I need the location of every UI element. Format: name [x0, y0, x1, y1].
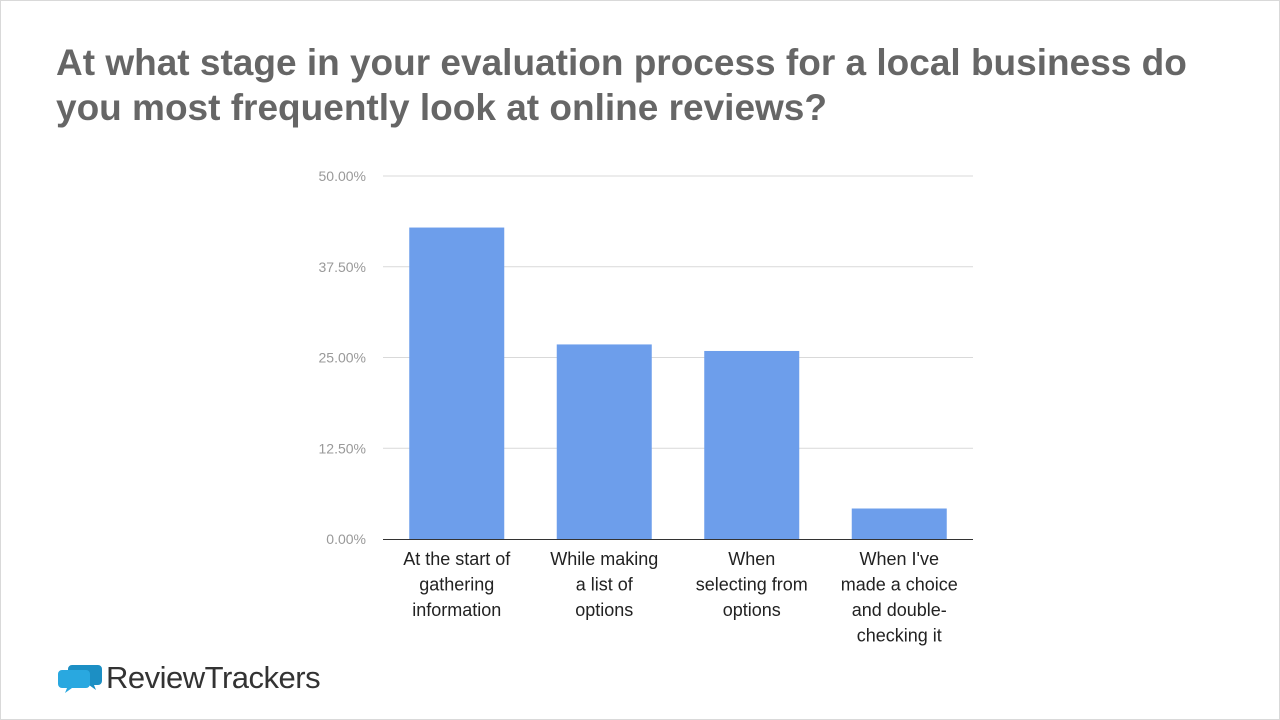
- y-tick-label: 12.50%: [319, 440, 366, 456]
- y-tick-label: 50.00%: [319, 168, 366, 184]
- y-tick-label: 37.50%: [319, 259, 366, 275]
- x-tick-label: At the start of gathering information: [403, 549, 511, 620]
- brand-word-2: Trackers: [204, 660, 321, 695]
- speech-bubbles-icon: [58, 665, 102, 693]
- bar: [851, 508, 947, 539]
- bar: [556, 344, 652, 539]
- bar: [704, 350, 800, 539]
- y-tick-label: 0.00%: [326, 531, 366, 547]
- x-tick-label: When I've made a choice and double-checkin…: [841, 549, 958, 646]
- brand-logo: ReviewTrackers: [58, 658, 321, 698]
- chart-title: At what stage in your evaluation process…: [56, 42, 1187, 128]
- y-tick-label: 25.00%: [319, 350, 366, 366]
- brand-word-1: Review: [106, 660, 205, 695]
- x-tick-label: While making a list of options: [550, 549, 658, 620]
- bar: [409, 227, 505, 539]
- x-tick-label: When selecting from options: [696, 549, 808, 620]
- brand-wordmark: ReviewTrackers: [106, 660, 321, 696]
